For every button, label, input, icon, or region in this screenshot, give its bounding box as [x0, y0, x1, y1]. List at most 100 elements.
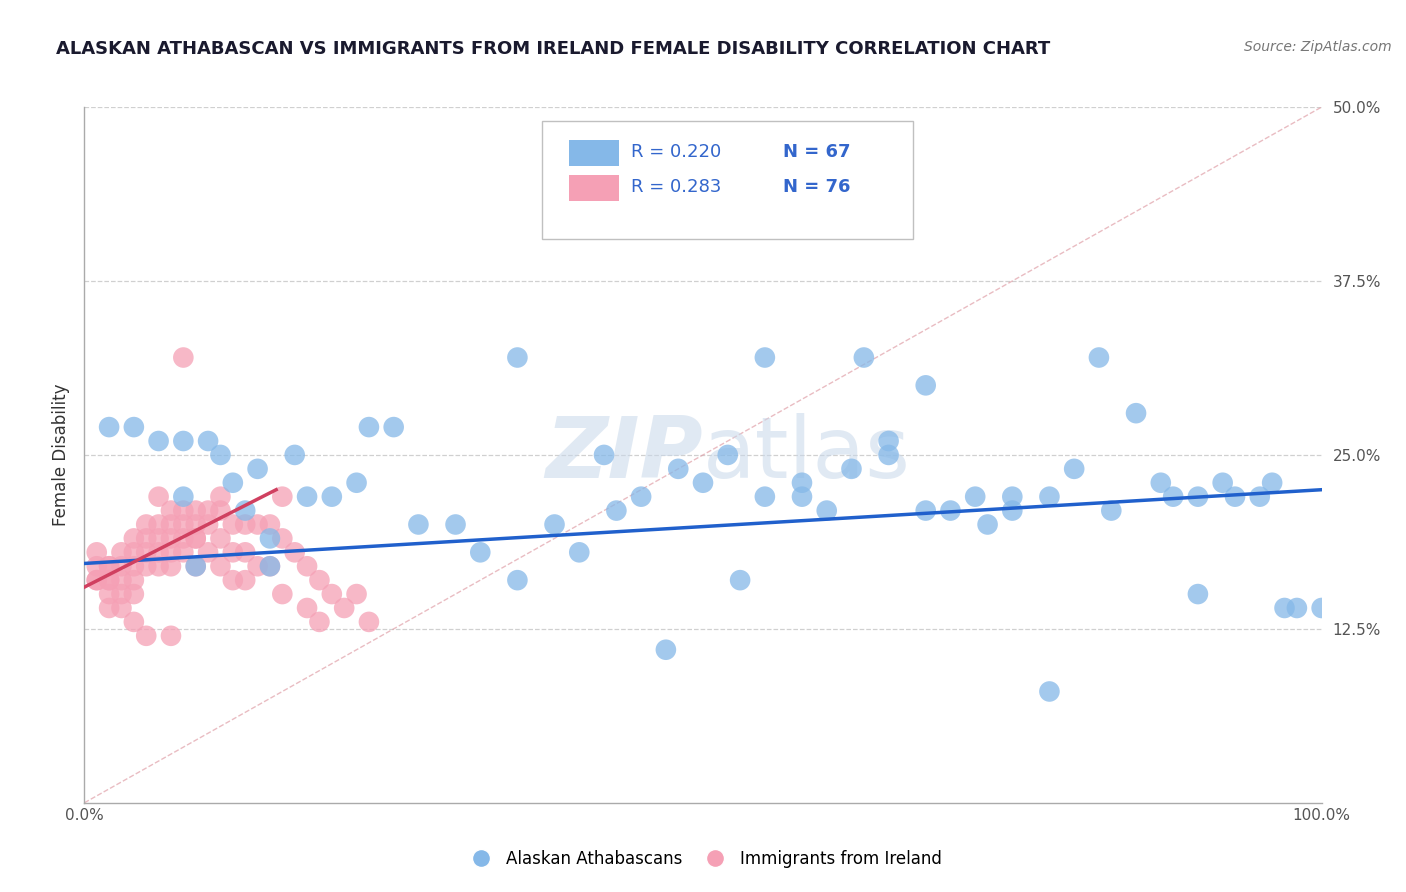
Point — [184, 532, 207, 546]
Point — [790, 475, 813, 490]
Point — [444, 517, 467, 532]
Point — [172, 434, 194, 448]
Point — [1261, 475, 1284, 490]
Point — [197, 434, 219, 448]
Point — [98, 601, 121, 615]
Point — [172, 532, 194, 546]
Point — [160, 503, 183, 517]
Point — [271, 587, 294, 601]
Point — [222, 545, 245, 559]
Point — [135, 629, 157, 643]
Point — [184, 503, 207, 517]
Point — [1125, 406, 1147, 420]
Bar — [569, 140, 619, 166]
Point — [148, 490, 170, 504]
Point — [692, 475, 714, 490]
Point — [295, 601, 318, 615]
Point — [593, 448, 616, 462]
Point — [172, 545, 194, 559]
Point — [1099, 503, 1122, 517]
Text: R = 0.220: R = 0.220 — [631, 144, 721, 161]
Point — [346, 587, 368, 601]
Point — [1187, 490, 1209, 504]
Legend: Alaskan Athabascans, Immigrants from Ireland: Alaskan Athabascans, Immigrants from Ire… — [457, 843, 949, 874]
Point — [160, 545, 183, 559]
Point — [259, 532, 281, 546]
Point — [259, 559, 281, 574]
Point — [233, 503, 256, 517]
Point — [246, 517, 269, 532]
Point — [135, 545, 157, 559]
Point — [246, 559, 269, 574]
Point — [259, 517, 281, 532]
Point — [184, 559, 207, 574]
Point — [470, 545, 492, 559]
Point — [172, 503, 194, 517]
Point — [86, 559, 108, 574]
Point — [939, 503, 962, 517]
Point — [222, 475, 245, 490]
Point — [233, 573, 256, 587]
Point — [98, 420, 121, 434]
Point — [246, 462, 269, 476]
Point — [160, 629, 183, 643]
Point — [209, 490, 232, 504]
Point — [160, 532, 183, 546]
Point — [357, 420, 380, 434]
Point — [148, 434, 170, 448]
Point — [148, 532, 170, 546]
Point — [110, 545, 132, 559]
Point — [914, 503, 936, 517]
Point — [122, 587, 145, 601]
Point — [184, 532, 207, 546]
Point — [408, 517, 430, 532]
Point — [271, 490, 294, 504]
Point — [98, 573, 121, 587]
Point — [233, 517, 256, 532]
Point — [222, 517, 245, 532]
Point — [209, 503, 232, 517]
Point — [209, 532, 232, 546]
Point — [1063, 462, 1085, 476]
Point — [271, 532, 294, 546]
Point — [233, 545, 256, 559]
Text: atlas: atlas — [703, 413, 911, 497]
Point — [160, 517, 183, 532]
Point — [160, 559, 183, 574]
Point — [655, 642, 678, 657]
Point — [506, 351, 529, 365]
Point — [1285, 601, 1308, 615]
Point — [1274, 601, 1296, 615]
Point — [172, 490, 194, 504]
Point — [184, 559, 207, 574]
Point — [1038, 490, 1060, 504]
Bar — [569, 175, 619, 201]
Point — [1088, 351, 1111, 365]
Point — [259, 559, 281, 574]
Point — [666, 462, 689, 476]
Point — [295, 490, 318, 504]
Point — [852, 351, 875, 365]
Point — [1187, 587, 1209, 601]
Point — [135, 559, 157, 574]
Point — [1249, 490, 1271, 504]
Point — [86, 573, 108, 587]
Point — [568, 545, 591, 559]
Point — [110, 587, 132, 601]
Point — [148, 559, 170, 574]
Point — [98, 559, 121, 574]
Point — [976, 517, 998, 532]
Point — [209, 448, 232, 462]
Point — [172, 517, 194, 532]
Point — [728, 573, 751, 587]
Point — [295, 559, 318, 574]
Point — [122, 615, 145, 629]
Point — [197, 517, 219, 532]
Point — [122, 573, 145, 587]
Point — [1161, 490, 1184, 504]
Point — [630, 490, 652, 504]
Point — [110, 573, 132, 587]
Point — [110, 559, 132, 574]
Point — [333, 601, 356, 615]
Text: R = 0.283: R = 0.283 — [631, 178, 721, 196]
